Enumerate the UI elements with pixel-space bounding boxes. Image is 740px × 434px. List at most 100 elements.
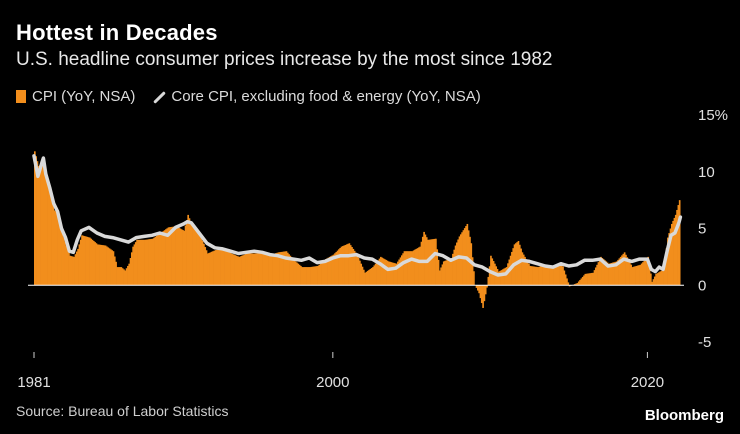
cpi-bar <box>214 250 217 286</box>
cpi-bar <box>564 274 567 286</box>
cpi-bar <box>145 239 148 286</box>
cpi-bar <box>397 261 399 286</box>
cpi-bar <box>433 238 436 286</box>
cpi-bar <box>112 251 115 286</box>
cpi-bar <box>305 267 307 286</box>
cpi-bar <box>482 285 484 308</box>
cpi-bar <box>342 246 344 286</box>
cpi-bar <box>60 226 62 286</box>
cpi-bar <box>484 285 487 295</box>
cpi-bar <box>636 265 639 286</box>
cpi-bar <box>158 233 161 286</box>
cpi-bar <box>416 248 419 286</box>
cpi-bar <box>627 259 630 286</box>
cpi-bar <box>212 251 214 286</box>
cpi-bar <box>475 285 478 288</box>
cpi-bar <box>377 260 380 286</box>
cpi-bar <box>250 253 252 286</box>
cpi-bar <box>262 253 264 286</box>
cpi-bar <box>144 239 146 286</box>
cpi-bar <box>594 267 597 286</box>
cpi-bar <box>663 269 665 286</box>
cpi-bar <box>56 212 58 286</box>
cpi-bar <box>625 254 627 286</box>
cpi-bar <box>524 256 526 286</box>
cpi-bar <box>169 227 171 286</box>
cpi-bar <box>640 263 643 286</box>
cpi-bar <box>138 239 141 286</box>
cpi-bar <box>497 271 500 286</box>
cpi-bar <box>615 261 618 286</box>
cpi-bar <box>403 251 406 286</box>
cpi-bar <box>199 234 201 286</box>
cpi-bar <box>676 209 678 286</box>
cpi-bar <box>667 237 669 286</box>
cpi-bar <box>315 266 318 286</box>
cpi-bar <box>85 236 87 286</box>
cpi-bar <box>429 239 432 286</box>
cpi-bar <box>445 260 448 286</box>
cpi-bar <box>362 269 365 286</box>
cpi-bar <box>423 231 425 286</box>
x-tick-label: 2020 <box>631 374 664 391</box>
cpi-bar <box>651 281 653 286</box>
cpi-bar <box>37 166 40 286</box>
cpi-bar <box>369 268 372 286</box>
cpi-bar <box>532 266 534 286</box>
cpi-bar <box>154 236 157 286</box>
cpi-bar <box>72 256 74 286</box>
cpi-bar <box>95 243 98 286</box>
cpi-bar <box>268 254 271 286</box>
cpi-bar <box>313 266 315 286</box>
cpi-bar <box>328 256 331 286</box>
cpi-bar <box>155 235 158 286</box>
cpi-bar <box>197 232 200 286</box>
cpi-bar <box>74 254 77 286</box>
cpi-bar <box>241 255 243 286</box>
cpi-bar <box>310 266 313 286</box>
cpi-bar <box>210 251 213 286</box>
cpi-bar <box>374 263 377 286</box>
cpi-bar <box>96 244 99 286</box>
cpi-bar <box>54 211 57 286</box>
cpi-bar <box>357 257 360 286</box>
cpi-bar <box>504 267 507 286</box>
cpi-bar <box>547 265 550 286</box>
cpi-bar <box>94 242 96 286</box>
cpi-bar <box>260 253 263 286</box>
cpi-bar <box>352 248 355 286</box>
cpi-bar <box>546 265 549 286</box>
cpi-bar <box>596 264 598 286</box>
cpi-bar <box>530 266 533 286</box>
cpi-bar <box>255 253 258 286</box>
cpi-bar <box>372 267 374 286</box>
cpi-bar <box>269 254 272 286</box>
cpi-bar <box>148 239 150 286</box>
cpi-bar <box>669 228 672 286</box>
cpi-bar <box>660 270 663 286</box>
cpi-bar <box>237 256 239 286</box>
cpi-bar <box>360 263 363 286</box>
cpi-bar <box>347 243 349 286</box>
cpi-bar <box>609 263 612 286</box>
cpi-bar <box>192 226 195 286</box>
cpi-bar <box>195 229 197 286</box>
x-tick-label: 2000 <box>316 374 349 391</box>
cpi-bar <box>496 268 499 286</box>
cpi-bar <box>622 253 625 286</box>
cpi-bar <box>326 258 328 286</box>
cpi-bar <box>100 244 103 286</box>
cpi-bar <box>577 281 580 286</box>
cpi-bar <box>201 240 204 286</box>
cpi-bar <box>102 245 104 286</box>
cpi-bar <box>254 253 256 286</box>
cpi-bar <box>659 271 661 286</box>
cpi-bar <box>111 250 113 286</box>
cpi-bar <box>387 261 390 286</box>
cpi-bar <box>149 239 151 286</box>
cpi-bar <box>446 259 449 286</box>
cpi-bar <box>108 248 111 286</box>
cpi-bar <box>478 285 480 294</box>
cpi-bar <box>280 251 283 286</box>
cpi-bar <box>289 255 292 286</box>
